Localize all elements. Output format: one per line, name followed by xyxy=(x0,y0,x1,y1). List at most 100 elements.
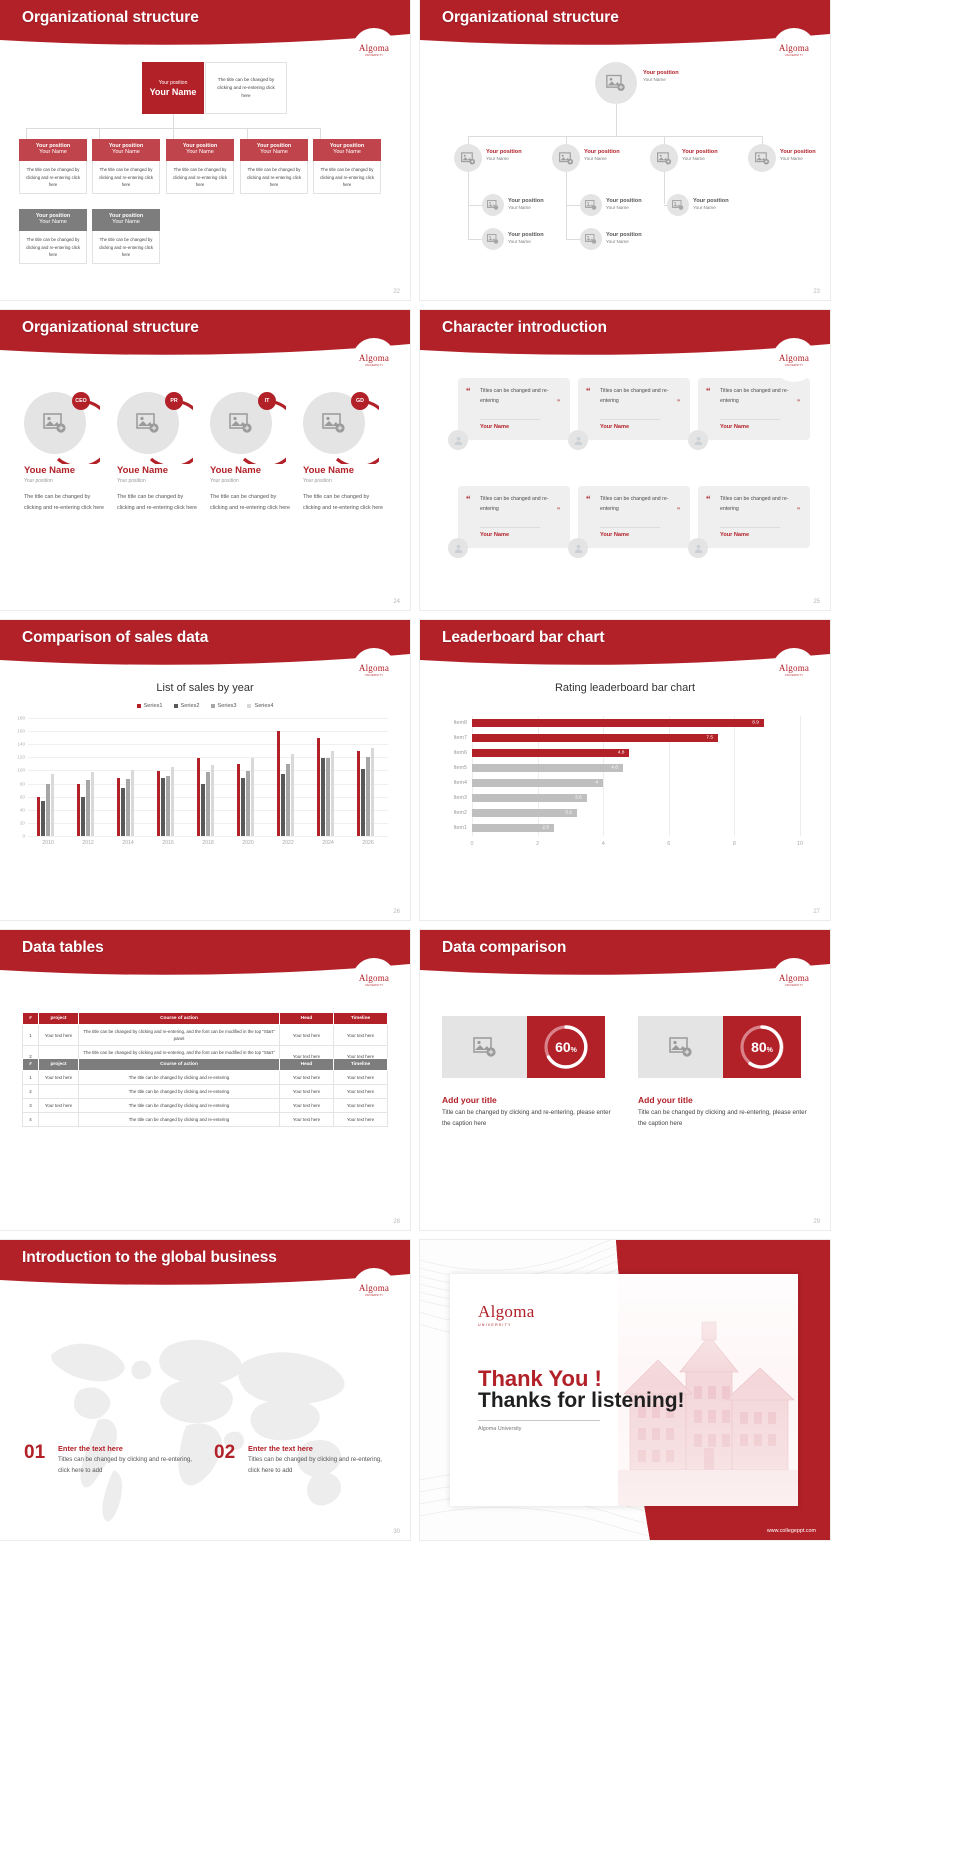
avatar-placeholder-icon[interactable] xyxy=(650,144,678,172)
category-label: Item5 xyxy=(453,765,467,772)
slide-global-business: Introduction to the global business Algo… xyxy=(0,1240,410,1540)
member-avatar[interactable]: PR xyxy=(117,388,193,464)
org-node[interactable]: Your position Your Name The title can be… xyxy=(92,139,160,195)
bar xyxy=(196,758,201,836)
avatar-placeholder-icon[interactable] xyxy=(580,228,602,250)
quote-card[interactable]: “ Titles can be changed and re-entering … xyxy=(698,378,810,440)
bar xyxy=(170,767,175,836)
y-axis-tick: 20 xyxy=(19,820,25,826)
table-row: 3 Your text here The title can be changed … xyxy=(22,1098,388,1114)
bar xyxy=(90,771,95,836)
avatar-placeholder-icon[interactable] xyxy=(454,144,482,172)
table-header-cell: Course of action xyxy=(78,1058,280,1071)
team-member-card[interactable]: CEO Youe Name Your position The title ca… xyxy=(24,388,104,514)
bar-value-label: 3.2 xyxy=(565,810,572,816)
bar-group xyxy=(76,771,95,836)
x-axis-tick: 2010 xyxy=(42,840,54,846)
table-header-cell: Head xyxy=(279,1058,334,1071)
org-node[interactable]: Your position Your Name The title can be… xyxy=(313,139,381,195)
quote-author: Your Name xyxy=(720,419,780,430)
table-cell: Your text here xyxy=(38,1098,79,1114)
org-node-secondary[interactable]: Your position Your Name The title can be… xyxy=(92,209,160,265)
image-placeholder-icon[interactable] xyxy=(638,1016,723,1078)
category-label: Item1 xyxy=(453,825,467,832)
role-badge: GD xyxy=(351,392,369,410)
table-cell: 1 xyxy=(22,1023,39,1047)
gridline xyxy=(800,716,801,836)
node-label: Your position Your Name xyxy=(643,70,679,83)
table-header-cell: Head xyxy=(279,1012,334,1025)
member-avatar[interactable]: GD xyxy=(303,388,379,464)
bar: 4.8 xyxy=(472,749,630,758)
y-axis-tick: 160 xyxy=(17,728,25,734)
team-member-card[interactable]: GD Youe Name Your position The title can… xyxy=(303,388,383,514)
org-node[interactable]: Your position Your Name The title can be… xyxy=(166,139,234,195)
x-axis-tick: 2016 xyxy=(162,840,174,846)
y-axis-tick: 100 xyxy=(17,767,25,773)
table-header-cell: Course of action xyxy=(78,1012,280,1025)
chart-title: Rating leaderboard bar chart xyxy=(554,682,696,694)
image-placeholder-icon[interactable] xyxy=(442,1016,527,1078)
org-root-node[interactable]: Your position Your Name xyxy=(142,62,204,114)
team-member-card[interactable]: PR Youe Name Your position The title can… xyxy=(117,388,197,514)
bar xyxy=(161,777,165,836)
bar-value-label: 4.8 xyxy=(617,750,625,756)
member-avatar[interactable]: CEO xyxy=(24,388,100,464)
avatar-placeholder-icon[interactable] xyxy=(595,62,637,104)
gridline xyxy=(28,757,388,759)
avatar-placeholder-icon[interactable] xyxy=(667,194,689,216)
bar-group xyxy=(116,769,135,836)
quote-card[interactable]: “ Titles can be changed and re-entering … xyxy=(458,486,570,548)
brand-logo: Algoma UNIVERSITY xyxy=(352,1268,396,1312)
role-badge: PR xyxy=(165,392,183,410)
slide-leaderboard-bar-chart: Leaderboard bar chart Algoma UNIVERSITY … xyxy=(420,620,830,920)
quote-card[interactable]: “ Titles can be changed and re-entering … xyxy=(698,486,810,548)
bar xyxy=(205,772,210,836)
node-label: Your position Your Name xyxy=(780,149,816,162)
quote-card[interactable]: “ Titles can be changed and re-entering … xyxy=(578,378,690,440)
table-header-cell: project xyxy=(38,1058,79,1071)
avatar-placeholder-icon[interactable] xyxy=(482,228,504,250)
bar xyxy=(41,800,45,836)
category-label: Item6 xyxy=(453,750,467,757)
org-node[interactable]: Your position Your Name The title can be… xyxy=(19,139,87,195)
leaderboard-row: Item8 8.9 xyxy=(454,719,800,728)
legend-item: Series2 xyxy=(173,703,200,709)
page-number: 24 xyxy=(393,599,400,605)
x-axis-tick: 6 xyxy=(667,841,671,847)
connector-line xyxy=(566,239,580,240)
quote-card[interactable]: “ Titles can be changed and re-entering … xyxy=(458,378,570,440)
y-axis-tick: 40 xyxy=(19,807,25,813)
page-title: Leaderboard bar chart xyxy=(442,629,605,646)
org-node[interactable]: Your position Your Name The title can be… xyxy=(240,139,308,195)
avatar-placeholder-icon[interactable] xyxy=(482,194,504,216)
bar-group xyxy=(236,758,255,836)
connector-line xyxy=(468,172,469,240)
bar xyxy=(281,773,285,836)
org-node-secondary[interactable]: Your position Your Name The title can be… xyxy=(19,209,87,265)
gridline xyxy=(537,716,539,836)
avatar-placeholder-icon[interactable] xyxy=(748,144,776,172)
slide-comparison-sales-data: Comparison of sales data Algoma UNIVERSI… xyxy=(0,620,410,920)
bar xyxy=(241,777,245,836)
team-member-card[interactable]: IT Youe Name Your position The title can… xyxy=(210,388,290,514)
table-cell: 4 xyxy=(22,1112,39,1128)
bar-group xyxy=(156,767,175,836)
brand-logo: Algoma UNIVERSITY xyxy=(352,338,396,382)
node-label: Your position Your Name xyxy=(508,198,544,211)
member-avatar[interactable]: IT xyxy=(210,388,286,464)
table-cell: The title can be changed by clicking and… xyxy=(78,1084,280,1100)
slide-header: Leaderboard bar chart xyxy=(420,620,830,672)
bar xyxy=(330,750,335,836)
slide-header: Organizational structure xyxy=(0,310,410,362)
avatar-placeholder-icon[interactable] xyxy=(552,144,580,172)
bar xyxy=(156,771,161,836)
bar xyxy=(165,776,170,836)
bar-value-label: 2.5 xyxy=(542,825,549,831)
x-axis-tick: 2012 xyxy=(82,840,94,846)
quote-card[interactable]: “ Titles can be changed and re-entering … xyxy=(578,486,690,548)
avatar-placeholder-icon[interactable] xyxy=(580,194,602,216)
table-cell xyxy=(38,1112,79,1128)
connector-line xyxy=(468,136,469,144)
brand-logo: Algoma UNIVERSITY xyxy=(352,648,396,692)
